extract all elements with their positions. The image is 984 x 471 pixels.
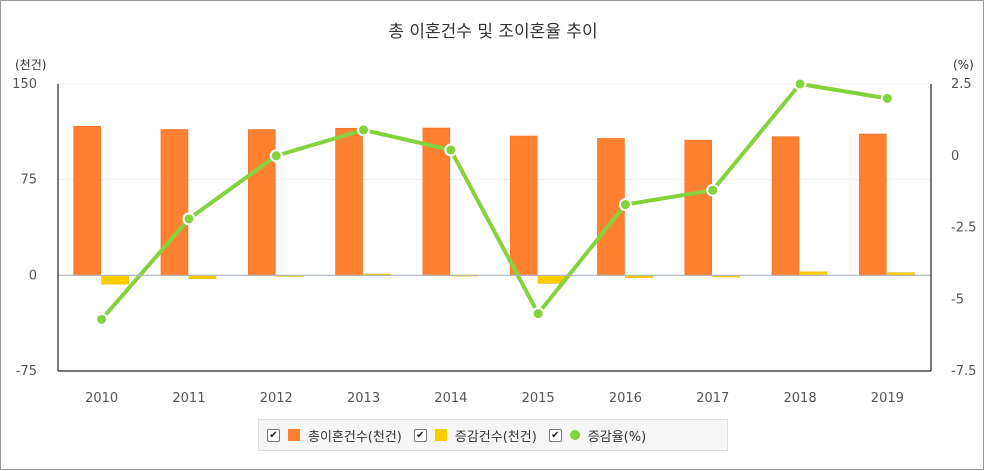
x-tick-label: 2013	[347, 391, 380, 406]
rate-point	[793, 77, 807, 91]
right-tick-label: -2.5	[951, 221, 976, 236]
x-tick-label: 2012	[260, 391, 293, 406]
bar-change-count	[101, 275, 129, 285]
bar-total-divorces	[247, 129, 276, 276]
grid-layer	[58, 83, 931, 372]
legend-item[interactable]: ✔ 총이혼건수(천건)	[267, 426, 402, 445]
right-tick-label: 0	[951, 149, 959, 164]
right-axis-unit: (%)	[953, 58, 974, 72]
bar-total-divorces	[771, 136, 800, 276]
legend: ✔ 총이혼건수(천건) ✔ 증감건수(천건) ✔ 증감율(%)	[258, 419, 728, 451]
bar-total-divorces	[684, 139, 713, 276]
line-layer	[95, 77, 894, 326]
chart-title: 총 이혼건수 및 조이혼율 추이	[388, 22, 597, 42]
rate-point	[880, 91, 894, 105]
rate-point	[95, 312, 109, 326]
x-tick-label: 2014	[434, 391, 467, 406]
rate-point	[444, 143, 458, 157]
legend-label: 총이혼건수(천건)	[308, 429, 402, 445]
legend-checkbox[interactable]: ✔	[267, 428, 280, 442]
legend-item[interactable]: ✔ 증감건수(천건)	[413, 426, 537, 445]
bar-total-divorces	[160, 129, 189, 276]
x-tick-label: 2011	[172, 391, 205, 406]
left-tick-label: 0	[29, 268, 37, 283]
rate-point	[706, 183, 720, 197]
left-tick-label: -75	[16, 364, 37, 379]
rate-point	[357, 123, 371, 137]
bar-total-divorces	[335, 127, 363, 276]
left-tick-label: 150	[12, 77, 37, 92]
legend-checkbox[interactable]: ✔	[413, 428, 427, 442]
x-tick-label: 2010	[85, 391, 118, 406]
right-tick-label: 2.5	[951, 77, 972, 92]
legend-label: 증감율(%)	[587, 429, 647, 445]
axis-layer: 150 75 0 -75 2.5 0 -2.5 -5 -7.5 2010 2011 2012 2013 2…	[12, 77, 976, 406]
x-tick-label: 2018	[784, 391, 817, 406]
bar-total-divorces	[509, 135, 538, 276]
left-tick-label: 75	[20, 173, 37, 188]
bar-total-divorces	[859, 133, 887, 276]
legend-dot-icon	[569, 430, 580, 440]
x-tick-label: 2019	[871, 391, 904, 406]
x-tick-label: 2017	[696, 391, 729, 406]
x-tick-label: 2016	[609, 391, 642, 406]
legend-checkbox[interactable]: ✔	[548, 428, 562, 442]
bar-layer	[73, 125, 915, 285]
rate-point	[182, 212, 196, 226]
rate-point	[269, 149, 283, 163]
legend-swatch-icon	[434, 429, 447, 441]
legend-swatch-icon	[288, 429, 300, 441]
left-axis-unit: (천건)	[15, 57, 46, 72]
x-tick-label: 2015	[522, 391, 555, 406]
rate-series-line	[100, 82, 888, 321]
rate-point	[618, 198, 632, 212]
bar-total-divorces	[73, 125, 101, 276]
right-tick-label: -5	[951, 292, 964, 307]
rate-point	[531, 307, 545, 321]
legend-item[interactable]: ✔ 증감율(%)	[548, 426, 647, 445]
right-tick-label: -7.5	[951, 364, 976, 379]
legend-label: 증감건수(천건)	[454, 429, 537, 445]
